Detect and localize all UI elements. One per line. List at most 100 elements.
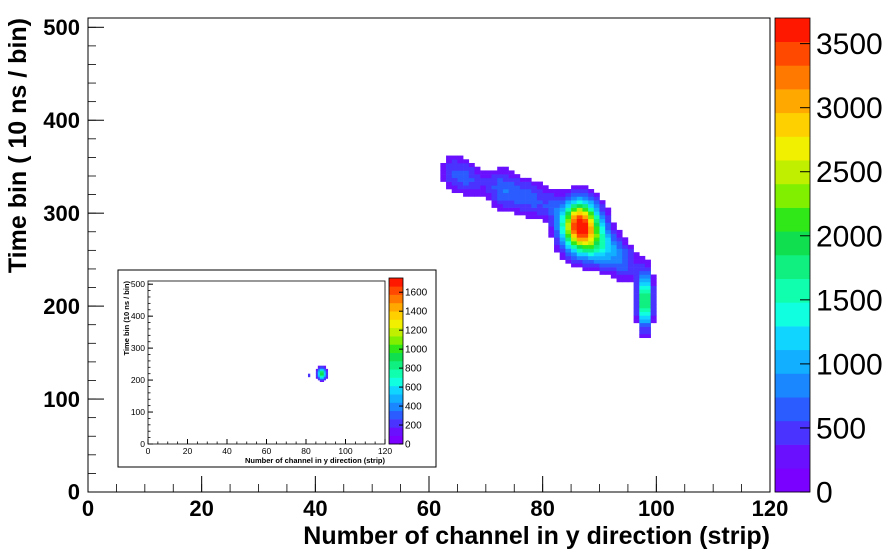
undefined-heatmap-cell (576, 222, 583, 227)
undefined-heatmap-cell (650, 278, 657, 283)
undefined-heatmap-cell (440, 162, 447, 168)
undefined-heatmap-cell (485, 196, 492, 201)
undefined-heatmap-cell (463, 162, 470, 168)
undefined-heatmap-cell (633, 252, 640, 257)
undefined-heatmap-cell (559, 226, 566, 231)
undefined-heatmap-cell (319, 367, 323, 370)
undefined-colorbar-segment (775, 89, 810, 114)
undefined-colorbar-segment (389, 369, 403, 378)
undefined-heatmap-cell (451, 159, 458, 164)
undefined-heatmap-cell (605, 218, 612, 223)
undefined-heatmap-cell (610, 248, 617, 253)
undefined-heatmap-cell (323, 373, 327, 376)
undefined-x-tick-label: 120 (752, 496, 789, 521)
undefined-heatmap-cell (554, 189, 561, 194)
undefined-heatmap-cell (639, 289, 646, 294)
undefined-heatmap-cell (639, 263, 646, 268)
undefined-heatmap-cell (554, 237, 561, 242)
undefined-heatmap-cell (576, 255, 583, 260)
undefined-heatmap-cell (639, 281, 646, 286)
undefined-colorbar-segment (775, 420, 810, 445)
undefined-heatmap-cell (440, 177, 447, 182)
undefined-heatmap-cell (559, 241, 566, 246)
undefined-heatmap-cell (531, 185, 538, 190)
undefined-heatmap-cell (508, 192, 515, 197)
undefined-heatmap-cell (650, 319, 657, 324)
undefined-heatmap-cell (605, 222, 612, 227)
undefined-heatmap-cell (554, 233, 561, 238)
undefined-colorbar-segment (775, 18, 810, 42)
undefined-heatmap-cell (554, 196, 561, 201)
undefined-heatmap-cell (508, 177, 515, 182)
undefined-heatmap-cell (457, 181, 464, 186)
undefined-heatmap-cell (616, 278, 623, 283)
undefined-heatmap-cell (317, 370, 321, 373)
undefined-heatmap-cell (605, 252, 612, 257)
undefined-heatmap-cell (531, 211, 538, 216)
undefined-heatmap-cell (451, 155, 458, 160)
undefined-heatmap-cell (531, 192, 538, 197)
undefined-colorbar-segment (389, 419, 403, 428)
undefined-heatmap-cell (644, 293, 651, 298)
undefined-colorbar-label: 0 (405, 440, 411, 451)
undefined-heatmap-cell (565, 200, 572, 205)
undefined-heatmap-cell (457, 155, 464, 160)
undefined-heatmap-cell (440, 170, 447, 175)
undefined-heatmap-cell (319, 376, 323, 379)
undefined-heatmap-cell (588, 218, 595, 223)
undefined-heatmap-cell (519, 189, 526, 194)
undefined-colorbar-label: 2500 (816, 156, 883, 189)
undefined-heatmap-cell (639, 278, 646, 283)
undefined-heatmap-cell (639, 255, 646, 260)
undefined-heatmap-cell (605, 255, 612, 260)
undefined-heatmap-cell (616, 267, 623, 272)
undefined-heatmap-cell (317, 375, 321, 378)
undefined-heatmap-cell (548, 189, 555, 194)
undefined-heatmap-cell (548, 218, 555, 223)
undefined-heatmap-cell (319, 380, 323, 382)
undefined-heatmap-cell (571, 218, 578, 223)
undefined-heatmap-cell (468, 177, 475, 182)
undefined-heatmap-cell (474, 166, 481, 171)
undefined-y-axis-label: Time bin (10 ns / bin) (122, 281, 131, 356)
undefined-colorbar-label: 200 (405, 421, 422, 432)
undefined-heatmap-cell (315, 376, 319, 379)
undefined-heatmap-cell (582, 192, 589, 197)
undefined-x-tick-label: 60 (262, 446, 272, 456)
undefined-heatmap-cell (593, 241, 600, 246)
undefined-x-tick-label: 20 (183, 446, 193, 456)
undefined-colorbar-segment (389, 319, 403, 329)
undefined-heatmap-cell (317, 378, 321, 381)
undefined-heatmap-cell (525, 207, 532, 212)
undefined-heatmap-cell (565, 189, 572, 194)
undefined-heatmap-cell (650, 300, 657, 305)
undefined-heatmap-cell (622, 278, 629, 283)
undefined-heatmap-cell (548, 196, 555, 201)
undefined-heatmap-cell (525, 211, 532, 216)
undefined-heatmap-cell (576, 226, 583, 231)
undefined-heatmap-cell (571, 215, 578, 220)
undefined-y-tick-label: 300 (131, 343, 145, 353)
undefined-heatmap-cell (559, 237, 566, 242)
undefined-heatmap-cell (323, 378, 327, 381)
undefined-colorbar-frame (388, 277, 404, 445)
undefined-x-tick-label: 60 (417, 496, 441, 521)
undefined-heatmap-cell (548, 203, 555, 208)
undefined-heatmap-cell (644, 326, 651, 331)
undefined-heatmap-cell (525, 215, 532, 220)
undefined-heatmap-cell (639, 296, 646, 301)
undefined-heatmap-cell (588, 241, 595, 246)
undefined-heatmap-cell (446, 166, 453, 171)
undefined-heatmap-cell (321, 375, 325, 378)
undefined-heatmap-cell (588, 226, 595, 231)
undefined-heatmap-cell (644, 319, 651, 324)
undefined-colorbar-segment (389, 410, 403, 420)
undefined-heatmap-cell (531, 189, 538, 194)
undefined-heatmap-cell (317, 372, 321, 374)
undefined-heatmap-cell (554, 211, 561, 216)
undefined-heatmap-cell (491, 203, 498, 208)
undefined-heatmap-cell (446, 162, 453, 168)
undefined-heatmap-cell (463, 181, 470, 186)
undefined-heatmap-cell (502, 189, 509, 194)
